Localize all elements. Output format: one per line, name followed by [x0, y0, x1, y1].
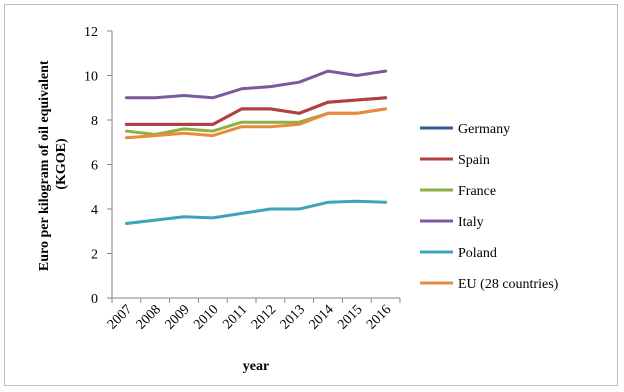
x-tick-label: 2009 — [162, 302, 192, 332]
legend: Germany Spain France Italy Poland EU (28 coun… — [420, 122, 559, 292]
y-tick-label: 10 — [84, 70, 98, 85]
y-tick-label: 8 — [91, 114, 98, 129]
axis-ticks: 0246810122007200820092010201120122013201… — [84, 25, 401, 333]
y-axis-title: Euro per kilogram of oil equivalent (KGO… — [37, 57, 69, 271]
x-tick-label: 2011 — [220, 302, 250, 332]
series-lines — [124, 69, 388, 225]
x-tick-label: 2007 — [105, 302, 135, 332]
x-tick-label: 2016 — [364, 302, 394, 332]
x-tick-label: 2013 — [278, 302, 308, 332]
legend-label: Poland — [458, 246, 497, 261]
x-tick-label: 2012 — [249, 302, 279, 332]
y-axis-title-line-2: (KGOE) — [54, 138, 69, 190]
series-line-poland — [124, 199, 388, 225]
series-line-italy — [124, 69, 388, 100]
y-tick-label: 6 — [91, 159, 98, 174]
series-line-eu-28-countries — [124, 107, 388, 140]
axes — [111, 31, 400, 299]
x-axis-title: year — [243, 359, 269, 374]
y-axis-title-line-1: Euro per kilogram of oil equivalent — [37, 60, 52, 271]
y-tick-label: 4 — [91, 203, 98, 218]
y-tick-label: 12 — [84, 25, 98, 40]
x-tick-label: 2015 — [335, 302, 365, 332]
chart-frame — [4, 4, 618, 386]
y-tick-label: 0 — [91, 292, 98, 307]
series-line-spain — [124, 96, 388, 126]
legend-label: Spain — [458, 153, 490, 168]
x-tick-label: 2014 — [306, 302, 336, 332]
legend-label: France — [458, 184, 496, 199]
y-tick-label: 2 — [91, 248, 98, 263]
x-tick-label: 2010 — [191, 302, 221, 332]
legend-label: Italy — [458, 215, 484, 230]
x-tick-label: 2008 — [134, 302, 164, 332]
legend-label: Germany — [458, 122, 510, 137]
legend-label: EU (28 countries) — [458, 277, 559, 292]
